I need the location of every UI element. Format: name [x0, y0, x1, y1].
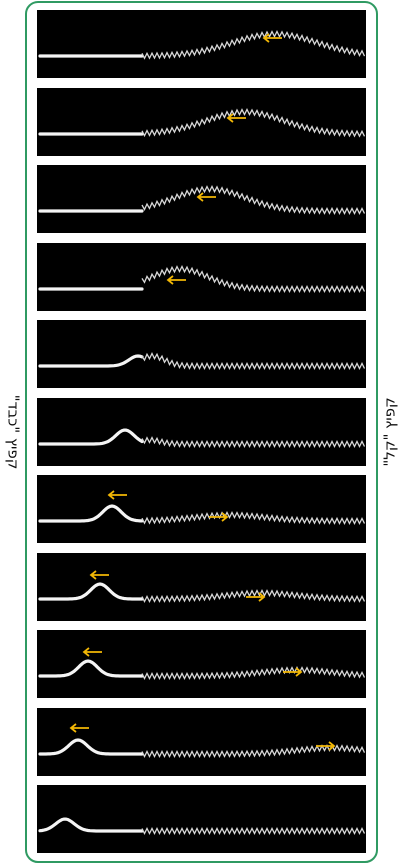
right-label: קפיץ "קל" — [381, 397, 399, 466]
heavy-spring — [38, 354, 144, 368]
arrow — [262, 33, 282, 43]
photo — [37, 785, 366, 853]
arrow — [166, 275, 186, 285]
arrow — [316, 741, 336, 751]
light-spring — [141, 108, 366, 138]
photo — [37, 708, 366, 776]
light-spring — [141, 511, 366, 525]
heavy-spring — [38, 659, 144, 678]
photo — [37, 630, 366, 698]
photo — [37, 320, 366, 388]
arrow — [69, 723, 89, 733]
left-label: קפיץ "כבד" — [5, 395, 23, 470]
photo — [37, 475, 366, 543]
arrow — [246, 592, 266, 602]
heavy-spring — [38, 428, 144, 446]
light-spring — [141, 351, 366, 370]
photo-sequence — [37, 10, 366, 853]
light-spring — [141, 185, 366, 215]
light-spring — [141, 436, 366, 448]
photo — [37, 243, 366, 311]
heavy-spring — [38, 817, 144, 833]
arrow — [196, 192, 216, 202]
photo — [37, 398, 366, 466]
arrow — [209, 512, 229, 522]
frame-border — [25, 1, 378, 863]
heavy-spring — [38, 738, 144, 756]
light-spring — [141, 827, 366, 835]
arrow — [89, 570, 109, 580]
heavy-spring — [38, 582, 144, 601]
light-spring — [141, 30, 366, 60]
arrow — [107, 490, 127, 500]
photo — [37, 10, 366, 78]
arrow — [226, 113, 246, 123]
light-spring — [141, 666, 366, 680]
heavy-spring — [38, 504, 144, 523]
light-spring — [141, 589, 366, 603]
photo — [37, 553, 366, 621]
arrow — [283, 667, 303, 677]
arrow — [82, 647, 102, 657]
light-spring — [141, 265, 366, 293]
